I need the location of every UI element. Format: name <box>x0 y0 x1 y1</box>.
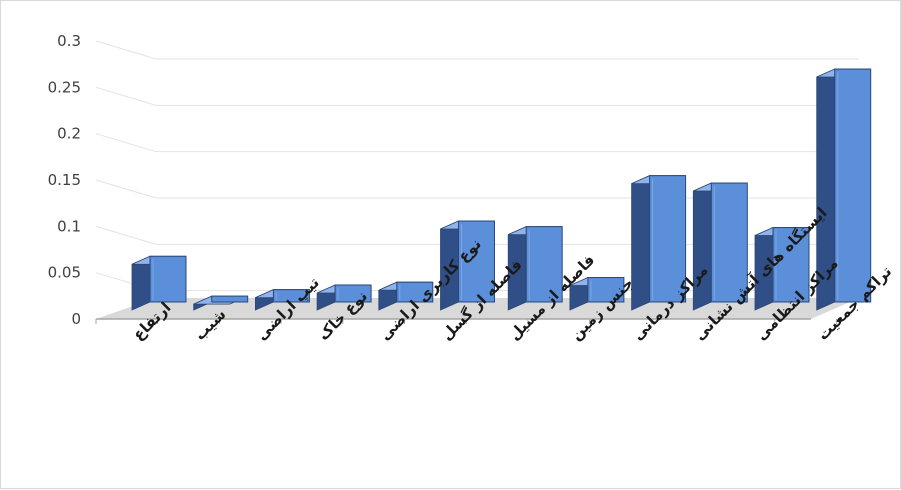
bar <box>507 225 563 311</box>
bar <box>254 288 310 311</box>
floor-plane <box>96 298 859 319</box>
bar <box>816 68 872 311</box>
bar <box>754 226 810 311</box>
y-tick-label: 0.15 <box>48 171 81 189</box>
y-axis-ticks: 0 0.05 0.1 0.15 0.2 0.25 0.3 <box>48 32 81 328</box>
y-tick-label: 0.2 <box>57 125 81 143</box>
bar <box>193 295 249 311</box>
grid-line <box>95 225 859 245</box>
grid-line <box>95 86 859 106</box>
bar <box>631 175 687 311</box>
y-tick-label: 0 <box>71 310 81 328</box>
bar <box>440 220 495 311</box>
grid-line <box>95 40 859 60</box>
y-tick-label: 0.3 <box>57 32 81 50</box>
grid-lines <box>95 40 859 292</box>
bar <box>131 255 187 311</box>
bar <box>569 276 625 311</box>
y-tick-label: 0.25 <box>48 78 81 96</box>
bars <box>131 68 872 311</box>
bar <box>692 182 748 311</box>
grid-line <box>95 133 859 153</box>
grid-line <box>95 179 859 199</box>
bar <box>378 281 434 311</box>
y-tick-label: 0.1 <box>57 217 81 235</box>
chart-floor <box>95 298 859 324</box>
y-tick-label: 0.05 <box>48 264 81 282</box>
bar <box>316 284 372 311</box>
